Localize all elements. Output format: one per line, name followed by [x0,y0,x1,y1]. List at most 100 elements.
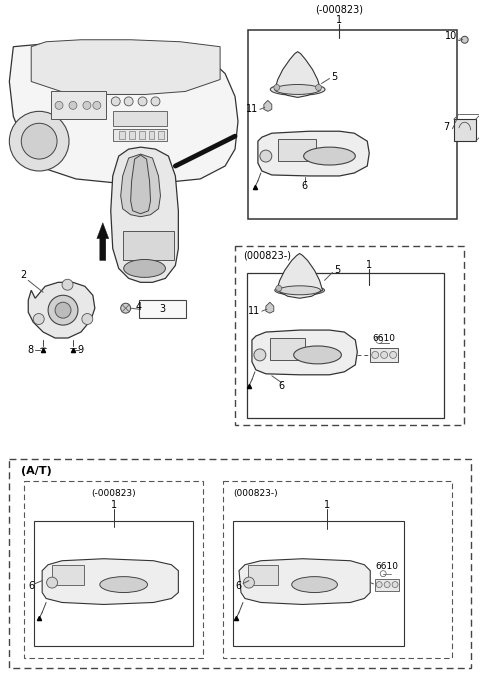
Text: 10: 10 [444,31,457,41]
Circle shape [392,582,398,588]
Text: 6: 6 [279,381,285,391]
Text: 3: 3 [159,304,166,314]
Polygon shape [42,559,179,604]
Circle shape [9,111,69,171]
Bar [139,131,144,139]
Text: 6: 6 [28,580,34,591]
Bar [51,91,106,119]
Circle shape [260,150,272,162]
Circle shape [21,123,57,159]
Text: 1: 1 [111,500,117,510]
Bar [235,246,464,424]
Bar [247,273,444,417]
Polygon shape [264,100,272,111]
Circle shape [83,102,91,109]
Text: 6: 6 [301,181,308,191]
Circle shape [276,285,282,291]
Bar [123,231,174,261]
Ellipse shape [304,147,355,165]
Ellipse shape [275,285,324,295]
Text: 9: 9 [77,345,83,355]
Ellipse shape [100,576,147,593]
Circle shape [315,85,322,91]
Bar [34,521,193,647]
Ellipse shape [294,346,341,364]
Circle shape [33,314,44,325]
Text: 6: 6 [235,580,241,591]
Text: (-000823): (-000823) [91,488,136,498]
Text: 11: 11 [246,104,258,115]
Circle shape [82,314,93,325]
Text: (A/T): (A/T) [21,466,52,476]
Circle shape [47,577,58,588]
Text: 2: 2 [20,270,26,280]
Bar [158,131,165,139]
Bar [223,481,452,658]
Bar [148,131,155,139]
Bar [278,139,315,161]
Polygon shape [258,131,369,176]
Text: 1: 1 [336,15,343,25]
Circle shape [138,97,147,106]
Ellipse shape [292,576,337,593]
Text: 5: 5 [332,72,338,82]
Polygon shape [275,52,321,98]
Text: (000823-): (000823-) [233,488,277,498]
Text: 1: 1 [324,500,331,510]
Circle shape [62,279,73,290]
Bar [454,119,476,141]
Bar [113,111,168,126]
Polygon shape [252,330,357,375]
Bar [375,578,399,591]
Bar [52,565,84,584]
Circle shape [384,582,390,588]
Bar [139,300,186,318]
Bar [270,338,305,360]
Text: 8: 8 [27,345,33,355]
Circle shape [390,351,396,359]
Polygon shape [239,559,370,604]
Text: 11: 11 [248,306,260,316]
Bar [233,521,404,647]
Ellipse shape [275,85,321,94]
Ellipse shape [124,259,166,278]
Ellipse shape [279,286,321,295]
Circle shape [124,97,133,106]
Circle shape [151,97,160,106]
Circle shape [381,351,388,359]
Bar [248,30,457,219]
Text: (000823-): (000823-) [243,250,291,261]
Circle shape [69,102,77,109]
Polygon shape [131,155,151,213]
Text: 6610: 6610 [376,562,399,572]
Bar [129,131,134,139]
Ellipse shape [270,83,325,95]
Circle shape [372,351,379,359]
Polygon shape [120,154,160,217]
Text: (-000823): (-000823) [315,5,363,15]
Bar [119,131,125,139]
Circle shape [376,582,382,588]
Bar [248,565,278,584]
Polygon shape [277,254,323,298]
Circle shape [274,85,280,91]
Circle shape [254,349,266,361]
Text: 5: 5 [335,265,341,276]
Polygon shape [266,302,274,313]
Text: 1: 1 [366,261,372,271]
Circle shape [120,303,131,313]
Text: 7: 7 [444,122,450,132]
Circle shape [48,295,78,325]
Text: 6610: 6610 [372,333,396,342]
Polygon shape [111,147,179,282]
Text: 4: 4 [136,302,142,312]
Polygon shape [31,40,220,94]
Polygon shape [28,282,95,338]
Bar [24,481,203,658]
Circle shape [111,97,120,106]
Bar [113,129,168,141]
Bar [370,348,398,362]
Bar [9,459,471,668]
Circle shape [461,36,468,43]
Polygon shape [9,42,238,183]
